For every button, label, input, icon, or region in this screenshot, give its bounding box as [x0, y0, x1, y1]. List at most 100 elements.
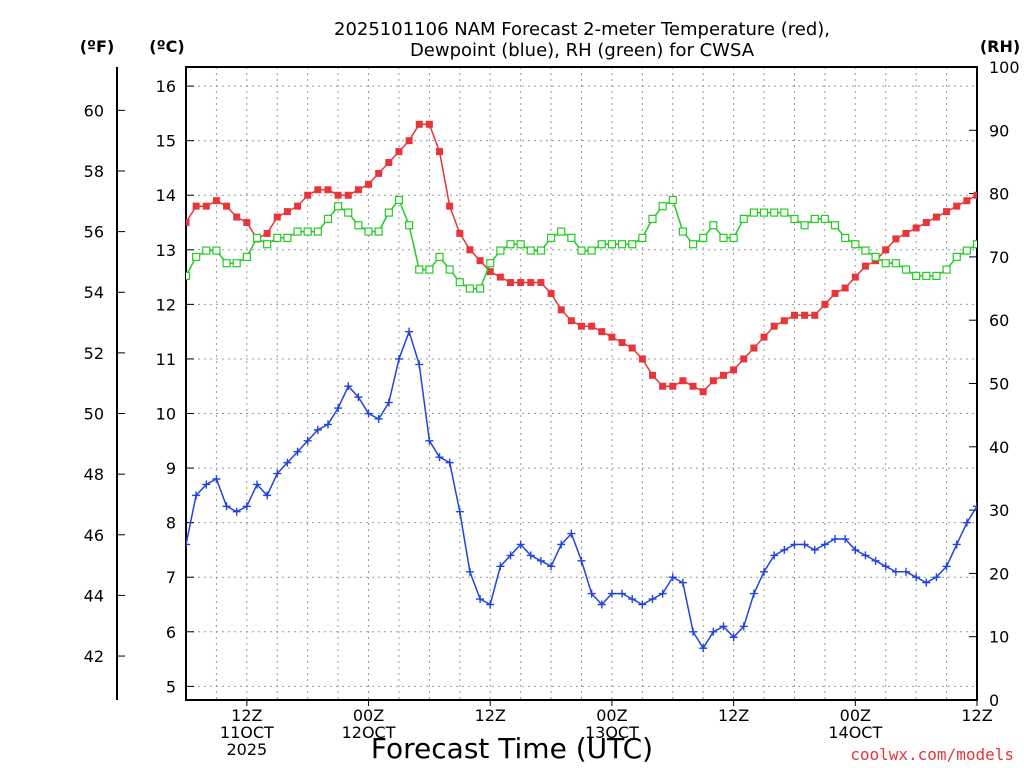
dewpoint-point	[455, 507, 464, 516]
temperature-point	[334, 191, 342, 199]
dewpoint-point	[567, 529, 576, 538]
temperature-point	[202, 202, 210, 210]
temperature-point	[567, 317, 575, 325]
rh-point	[242, 252, 251, 261]
rh-point	[790, 214, 799, 224]
temperature-point	[953, 202, 961, 210]
temperature-point	[263, 229, 271, 237]
temperature-point	[963, 197, 971, 205]
temperature-point	[608, 333, 616, 341]
dewpoint-point	[790, 540, 799, 549]
rh-point	[658, 202, 667, 211]
rh-point	[212, 246, 221, 255]
rh-point	[394, 195, 404, 205]
dewpoint-point	[912, 573, 921, 582]
celsius-tick-label: 5	[166, 677, 176, 696]
dewpoint-point	[820, 540, 829, 549]
temperature-point	[354, 186, 362, 194]
rh-point	[186, 271, 191, 280]
temperature-point	[527, 279, 535, 287]
rh-point	[830, 221, 840, 230]
temperature-point	[405, 137, 413, 145]
dewpoint-point	[516, 540, 525, 549]
temperature-point	[243, 219, 251, 227]
temperature-point	[395, 148, 403, 156]
dewpoint-point	[993, 464, 1001, 472]
rh-point	[425, 265, 434, 274]
dewpoint-point	[760, 567, 769, 576]
rh-point	[901, 265, 911, 274]
dewpoint-point	[445, 458, 454, 467]
celsius-tick-label: 12	[156, 295, 176, 314]
celsius-tick-label: 16	[156, 77, 176, 96]
dewpoint-point	[881, 562, 890, 571]
dewpoint-point	[648, 595, 657, 604]
temperature-point	[922, 219, 930, 227]
temperature-point	[588, 322, 596, 330]
rh-point	[323, 214, 333, 224]
x-tick-label: 00Z 12OCT	[342, 706, 396, 742]
rh-point	[912, 271, 921, 280]
temperature-point	[436, 148, 444, 156]
rh-point	[780, 208, 789, 217]
dewpoint-point	[831, 535, 840, 544]
dewpoint-point	[506, 551, 515, 560]
dewpoint-point	[232, 507, 241, 516]
rh-point	[455, 278, 464, 287]
rh-point	[202, 246, 211, 255]
temperature-point	[314, 186, 322, 194]
fahrenheit-tick-label: 46	[84, 526, 104, 545]
rh-point	[688, 240, 698, 249]
dewpoint-point	[415, 360, 424, 369]
x-tick-label: 12Z	[475, 706, 506, 725]
dewpoint-point	[465, 567, 474, 576]
temperature-point	[578, 322, 585, 330]
rh-point	[628, 240, 637, 249]
temperature-point	[861, 262, 869, 270]
celsius-tick-label: 10	[156, 405, 176, 424]
temperature-point	[273, 213, 281, 221]
credit-text: coolwx.com/models	[850, 745, 1014, 764]
rh-point	[526, 246, 535, 255]
temperature-point	[831, 289, 839, 297]
temperature-point	[740, 355, 748, 363]
fahrenheit-tick-label: 42	[84, 647, 104, 666]
dewpoint-point	[334, 404, 343, 413]
dewpoint-point	[800, 540, 809, 549]
celsius-unit-label: (ºC)	[149, 37, 184, 56]
x-tick-label: 00Z 13OCT	[585, 706, 639, 742]
rh-point	[374, 227, 383, 236]
dewpoint-point	[425, 436, 434, 445]
rh-point	[384, 208, 393, 217]
temperature-point	[618, 339, 626, 347]
temperature-point	[344, 191, 352, 199]
dewpoint-point	[547, 562, 556, 571]
celsius-tick-label: 6	[166, 623, 176, 642]
temperature-point	[476, 257, 484, 265]
temperature-point	[233, 213, 241, 221]
dewpoint-point	[293, 447, 302, 456]
dewpoint-point	[202, 480, 211, 489]
temperature-point	[456, 229, 464, 237]
temperature-point	[943, 208, 951, 216]
temperature-point	[750, 344, 758, 352]
rh-point	[994, 228, 1001, 235]
rh-point	[820, 214, 829, 224]
dewpoint-point	[192, 491, 201, 500]
fahrenheit-tick-label: 48	[84, 465, 104, 484]
dewpoint-point	[384, 398, 393, 407]
rh-point	[334, 202, 343, 211]
dewpoint-point	[719, 622, 728, 631]
temperature-point	[821, 300, 829, 308]
temperature-point	[679, 377, 687, 385]
rh-point	[932, 271, 941, 280]
fahrenheit-tick-label: 56	[84, 223, 104, 242]
fahrenheit-tick-label: 52	[84, 344, 104, 363]
rh-tick-label: 80	[989, 185, 1009, 204]
dewpoint-point	[922, 578, 931, 587]
dewpoint-point	[394, 354, 403, 363]
fahrenheit-tick-label: 58	[84, 162, 104, 181]
temperature-point	[517, 279, 525, 287]
temperature-point	[790, 311, 798, 319]
rh-point	[719, 233, 728, 243]
